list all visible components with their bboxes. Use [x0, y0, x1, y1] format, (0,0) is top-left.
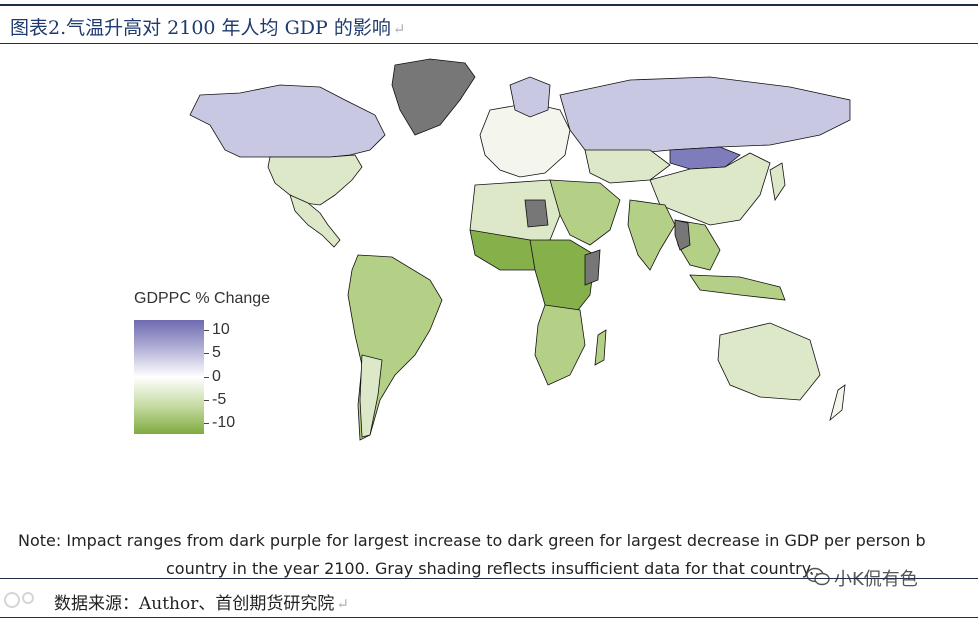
legend-title: GDPPC % Change — [134, 290, 271, 307]
return-mark: ↵ — [392, 20, 406, 38]
madagascar — [594, 329, 607, 366]
japan — [769, 162, 786, 202]
source-text: 数据来源：Author、首创期货研究院 — [54, 594, 335, 614]
myanmar — [674, 219, 691, 251]
legend-tick — [204, 400, 209, 401]
middle-east — [549, 179, 621, 246]
figure-title: 图表2.气温升高对 2100 年人均 GDP 的影响 ↵ — [10, 13, 405, 40]
legend-tick — [204, 377, 209, 378]
somalia — [584, 249, 601, 286]
return-mark: ↵ — [336, 595, 349, 613]
scandinavia — [509, 76, 551, 118]
figure-note: Note: Impact ranges from dark purple for… — [18, 527, 976, 583]
source-line: 数据来源：Author、首创期货研究院 ↵ — [54, 589, 349, 614]
source-rule-bottom — [0, 617, 978, 618]
africa-south — [534, 304, 586, 386]
legend-tick — [204, 423, 209, 424]
legend-label-neg10: -10 — [212, 414, 236, 431]
mexico — [289, 194, 341, 248]
legend-label-0: 0 — [212, 368, 221, 385]
brand-logo-icon — [4, 592, 34, 608]
india — [627, 199, 676, 271]
legend-tick — [204, 330, 209, 331]
europe — [479, 102, 571, 178]
canada — [189, 84, 386, 158]
source-rule-top — [0, 578, 978, 579]
legend-label-10: 10 — [212, 321, 230, 338]
figure-title-text: 图表2.气温升高对 2100 年人均 GDP 的影响 — [10, 17, 391, 39]
title-rule-top — [0, 4, 978, 6]
libya — [524, 199, 549, 228]
legend-label-neg5: -5 — [212, 391, 227, 408]
title-bar: 图表2.气温升高对 2100 年人均 GDP 的影响 ↵ — [0, 0, 978, 44]
wechat-icon — [806, 567, 830, 586]
southern-cone — [359, 354, 383, 438]
china — [649, 152, 771, 226]
legend-color-bar — [134, 320, 204, 434]
note-line-2: country in the year 2100. Gray shading r… — [166, 559, 814, 578]
title-rule-bottom — [0, 43, 978, 44]
legend-tick — [204, 353, 209, 354]
watermark-text: 小K侃有色 — [834, 569, 918, 590]
new-zealand — [829, 384, 846, 422]
indonesia — [689, 274, 786, 301]
australia — [717, 322, 821, 401]
note-line-1: Note: Impact ranges from dark purple for… — [18, 531, 926, 550]
russia — [559, 76, 851, 156]
united-states — [267, 154, 363, 206]
legend-label-5: 5 — [212, 344, 221, 361]
greenland — [391, 58, 476, 136]
world-map — [189, 58, 851, 441]
legend: GDPPC % Change 10 5 0 -5 -10 — [134, 290, 314, 440]
africa-central — [529, 239, 596, 321]
